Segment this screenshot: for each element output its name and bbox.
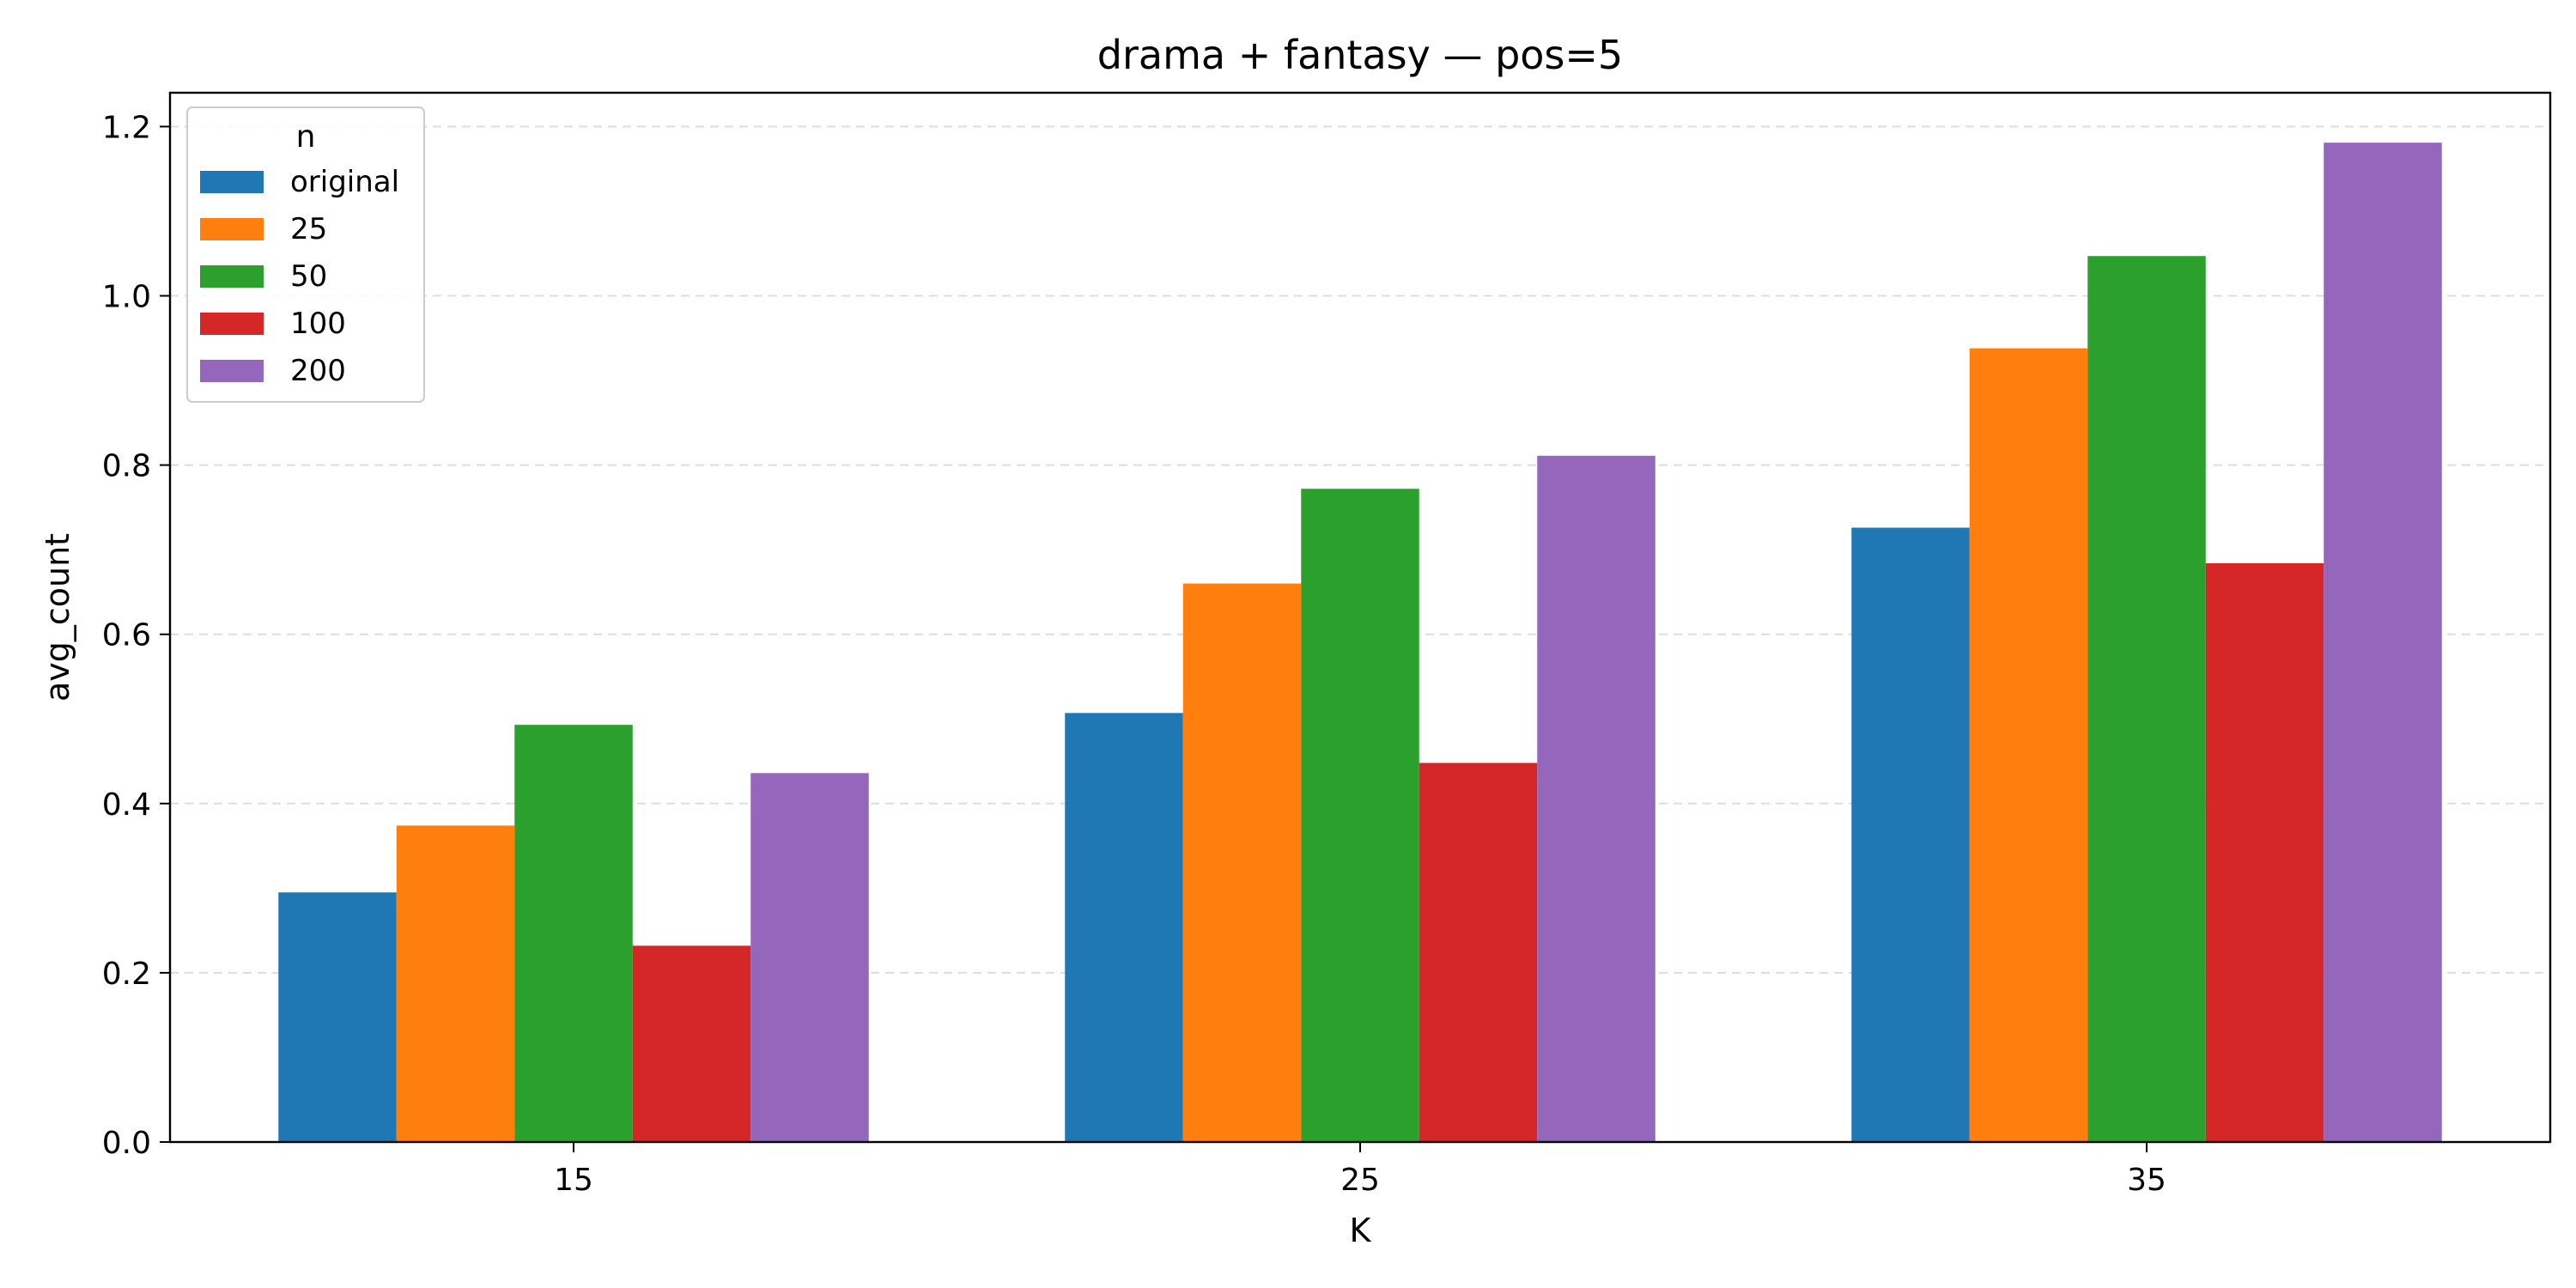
bar-200-35 bbox=[2324, 143, 2442, 1142]
legend-swatch bbox=[200, 218, 264, 240]
bar-100-15 bbox=[632, 945, 751, 1142]
bar-200-25 bbox=[1537, 455, 1656, 1142]
y-tick-label: 0.8 bbox=[102, 449, 151, 484]
bar-25-15 bbox=[396, 825, 515, 1142]
y-tick-label: 0.2 bbox=[102, 957, 151, 992]
legend-title: n bbox=[296, 119, 316, 155]
bar-50-35 bbox=[2087, 256, 2206, 1143]
legend-swatch bbox=[200, 313, 264, 335]
legend-label: 200 bbox=[290, 354, 346, 388]
bar-200-15 bbox=[750, 773, 869, 1142]
legend-label: 100 bbox=[290, 307, 346, 341]
bar-50-15 bbox=[514, 725, 633, 1142]
legend-label: original bbox=[290, 165, 399, 199]
legend-swatch bbox=[200, 265, 264, 288]
bar-100-35 bbox=[2205, 562, 2324, 1142]
legend-label: 25 bbox=[290, 212, 327, 246]
bar-25-35 bbox=[1969, 348, 2088, 1143]
y-tick-label: 1.2 bbox=[102, 110, 151, 145]
bar-100-25 bbox=[1419, 762, 1538, 1142]
legend-label: 50 bbox=[290, 259, 327, 294]
x-axis-label: K bbox=[1350, 1212, 1372, 1249]
x-tick-label: 35 bbox=[2127, 1163, 2166, 1198]
legend-items: original 25 50 100 200 bbox=[200, 165, 399, 388]
x-tick-label: 15 bbox=[554, 1163, 593, 1198]
bar-original-25 bbox=[1065, 713, 1183, 1142]
bar-original-15 bbox=[278, 892, 397, 1142]
bar-50-25 bbox=[1301, 489, 1419, 1142]
x-tick-label: 25 bbox=[1340, 1163, 1380, 1198]
y-tick-label: 0.6 bbox=[102, 618, 151, 653]
legend-swatch bbox=[200, 171, 264, 193]
y-tick-label: 0.4 bbox=[102, 787, 151, 823]
legend-swatch bbox=[200, 360, 264, 382]
bars bbox=[278, 143, 2442, 1143]
x-axis: 15 25 35 bbox=[554, 1142, 2166, 1198]
bar-25-25 bbox=[1182, 583, 1302, 1142]
y-tick-label: 0.0 bbox=[102, 1126, 151, 1161]
legend: n original 25 50 100 200 bbox=[186, 106, 425, 403]
y-axis-label: avg_count bbox=[39, 533, 76, 702]
y-axis: 0.0 0.2 0.4 0.6 0.8 1.0 1.2 bbox=[102, 110, 170, 1161]
bar-original-35 bbox=[1851, 527, 1970, 1142]
chart-title: drama + fantasy — pos=5 bbox=[1097, 32, 1623, 78]
y-tick-label: 1.0 bbox=[102, 280, 151, 315]
